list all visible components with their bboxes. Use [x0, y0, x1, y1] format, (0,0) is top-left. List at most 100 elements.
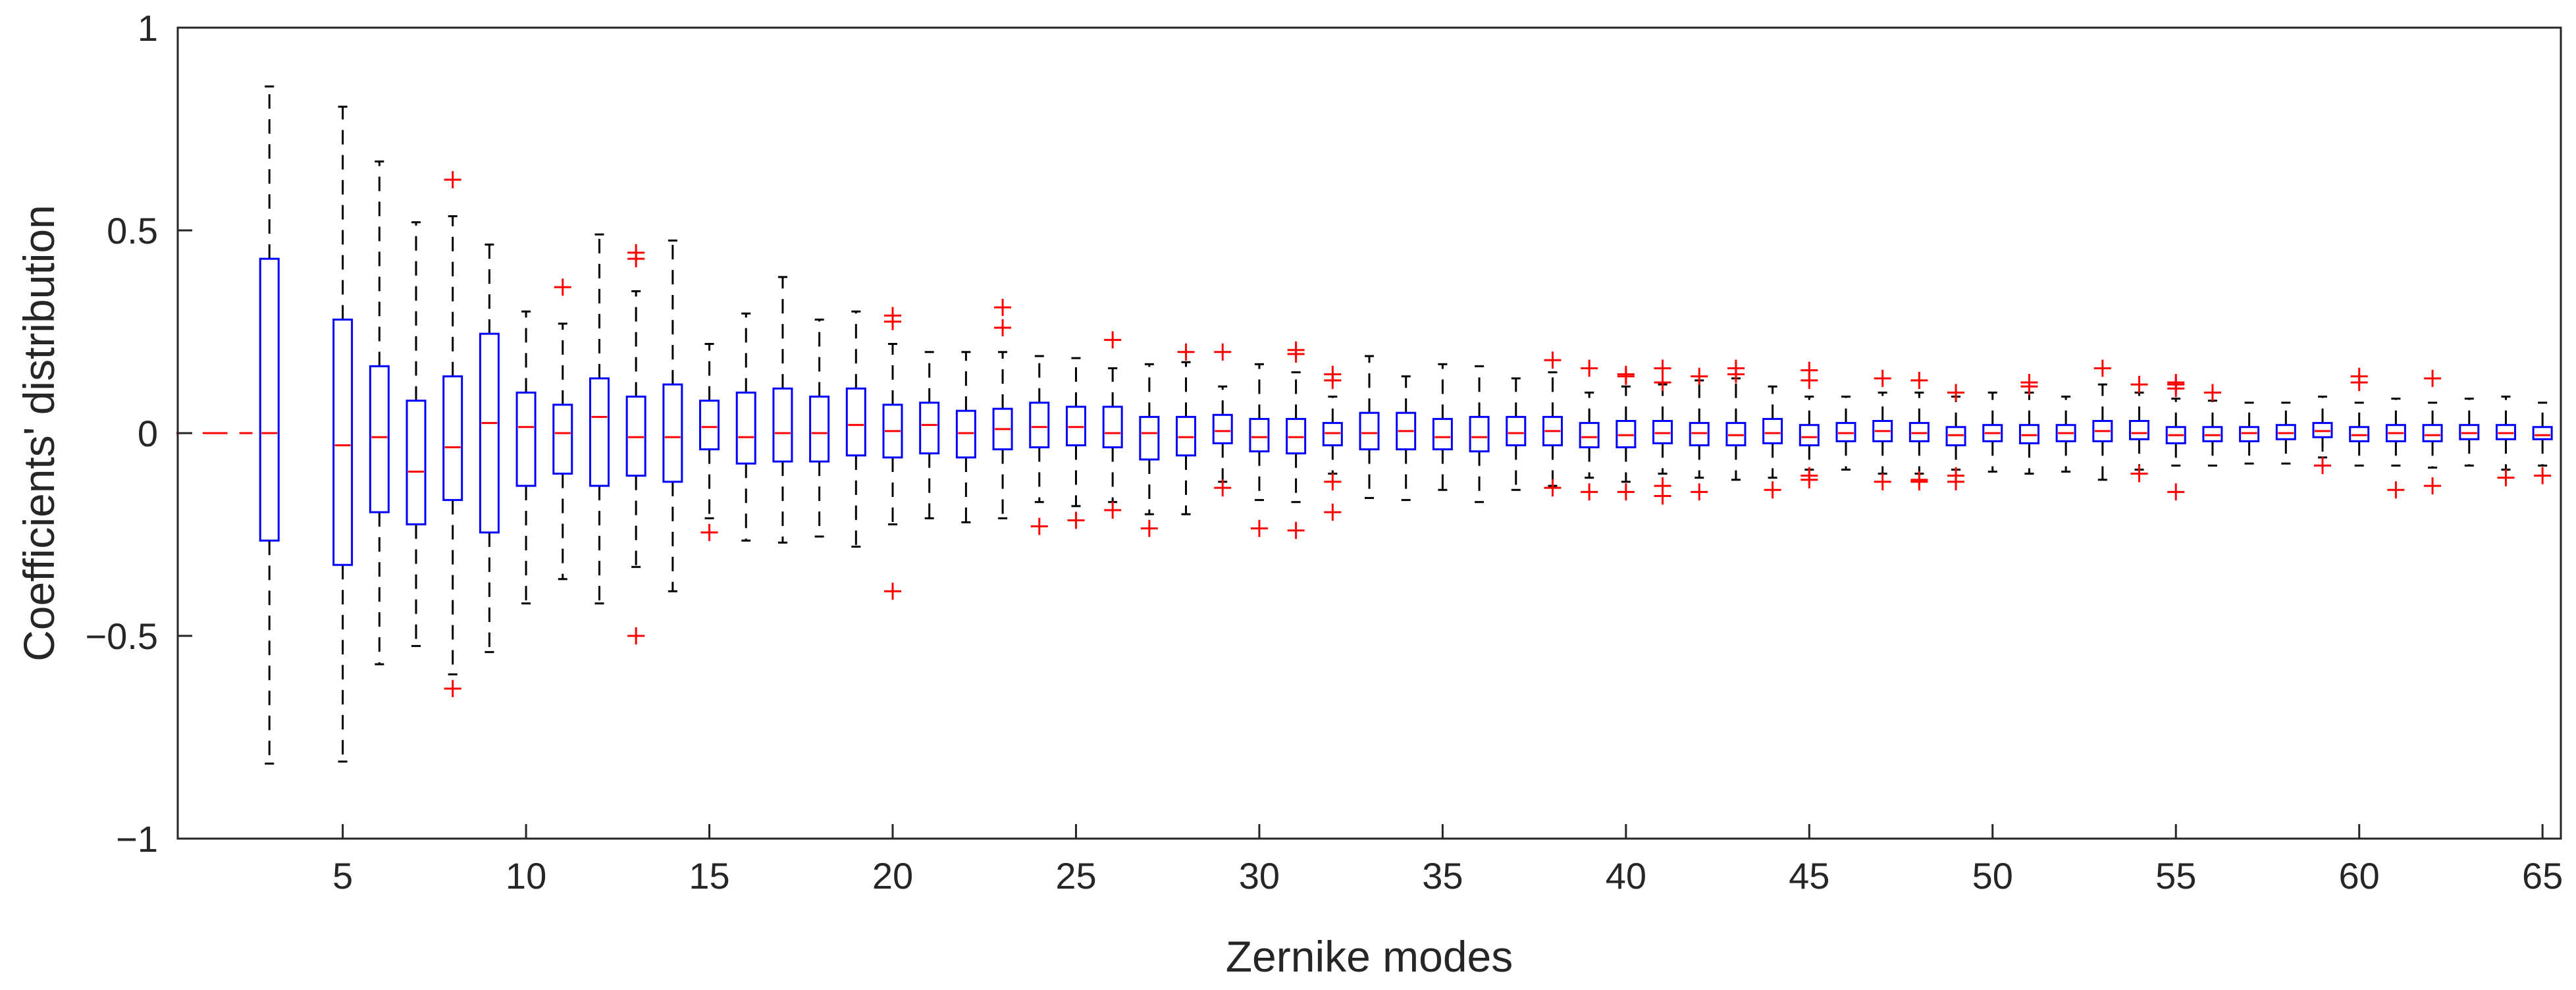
outlier-marker — [2424, 477, 2442, 495]
box-mode-44 — [1762, 385, 1783, 499]
outlier-marker — [1104, 331, 1122, 349]
box-mode-63 — [2459, 398, 2480, 467]
iqr-box — [332, 319, 354, 566]
iqr-box — [1982, 424, 2003, 442]
box-mode-65 — [2532, 402, 2553, 484]
outlier-marker — [2167, 483, 2185, 501]
iqr-box — [1469, 415, 1490, 453]
iqr-box — [1212, 413, 1233, 444]
outlier-marker — [1214, 343, 1232, 361]
box-mode-35 — [1432, 363, 1453, 491]
iqr-box — [1065, 405, 1086, 446]
outlier-marker — [1544, 479, 1562, 497]
box-mode-48 — [1908, 371, 1930, 490]
iqr-box — [2018, 424, 2039, 444]
box-mode-54 — [2129, 376, 2150, 482]
outlier-marker — [1801, 471, 1818, 488]
box-mode-55 — [2165, 374, 2186, 501]
box-mode-3 — [259, 85, 280, 765]
y-axis-title: Coefficients' distribution — [14, 205, 63, 662]
box-mode-5 — [332, 105, 354, 763]
outlier-marker — [1581, 483, 1598, 501]
box-mode-22 — [955, 351, 976, 524]
box-mode-38 — [1542, 352, 1563, 497]
x-tick-label: 65 — [2522, 855, 2563, 897]
iqr-box — [845, 387, 866, 457]
outlier-marker — [884, 313, 901, 330]
outlier-marker — [1177, 343, 1195, 361]
outlier-marker — [2167, 380, 2185, 398]
iqr-box — [369, 365, 390, 513]
iqr-box — [1506, 415, 1527, 446]
outlier-marker — [1104, 502, 1122, 519]
box-mode-25 — [1065, 357, 1086, 529]
box-mode-50 — [1982, 391, 2003, 473]
outlier-marker — [2424, 369, 2442, 387]
box-mode-46 — [1835, 396, 1856, 471]
iqr-box — [662, 383, 683, 483]
iqr-box — [1616, 420, 1637, 449]
iqr-box — [1652, 420, 1673, 444]
box-mode-29 — [1212, 343, 1233, 497]
box-mode-15 — [699, 342, 720, 541]
iqr-box — [2275, 424, 2296, 440]
box-mode-13 — [625, 244, 646, 644]
box-mode-12 — [589, 233, 610, 605]
iqr-box — [2495, 424, 2516, 440]
iqr-box — [1908, 422, 1930, 442]
iqr-box — [1286, 417, 1307, 455]
box-mode-42 — [1689, 367, 1710, 501]
iqr-box — [2239, 426, 2260, 442]
outlier-marker — [2203, 384, 2221, 402]
iqr-box — [1725, 422, 1747, 446]
outlier-marker — [1324, 504, 1342, 521]
outlier-marker — [1691, 483, 1708, 501]
iqr-box — [406, 400, 427, 526]
outlier-marker — [1947, 384, 1965, 402]
x-tick-label: 60 — [2339, 855, 2380, 897]
x-tick-label: 10 — [506, 855, 546, 897]
iqr-box — [1359, 411, 1380, 451]
iqr-box — [2092, 420, 2113, 442]
outlier-marker — [1874, 473, 1891, 490]
iqr-box — [1762, 417, 1783, 444]
box-mode-56 — [2202, 384, 2223, 467]
box-mode-49 — [1945, 384, 1966, 490]
box-mode-31 — [1286, 341, 1307, 539]
outlier-marker — [700, 523, 718, 541]
iqr-box — [2385, 424, 2406, 442]
y-axis: −1 −0.5 0 0.5 1 — [85, 7, 192, 860]
outlier-marker — [1140, 519, 1158, 537]
iqr-box — [1176, 415, 1197, 457]
iqr-box — [479, 332, 500, 534]
iqr-box — [625, 396, 646, 477]
iqr-box — [1432, 417, 1453, 451]
iqr-box — [992, 407, 1013, 451]
outlier-marker — [1764, 481, 1781, 499]
box-mode-36 — [1469, 365, 1490, 504]
outlier-marker — [2130, 465, 2148, 482]
iqr-box — [1029, 402, 1050, 449]
box-mode-14 — [662, 239, 683, 592]
outlier-marker — [1067, 511, 1085, 529]
outlier-marker — [1214, 479, 1232, 497]
outlier-marker — [1947, 473, 1965, 490]
box-mode-6 — [369, 160, 390, 665]
x-tick-label: 30 — [1239, 855, 1280, 897]
box-mode-20 — [882, 307, 903, 600]
iqr-box — [2312, 422, 2333, 438]
y-tick-label: −1 — [116, 818, 158, 860]
iqr-box — [1689, 422, 1710, 446]
box-mode-24 — [1029, 355, 1050, 535]
outlier-marker — [2020, 378, 2038, 396]
y-tick-label: 1 — [138, 7, 158, 49]
box-mode-19 — [845, 310, 866, 548]
box-mode-10 — [515, 310, 537, 605]
outlier-marker — [2534, 467, 2552, 484]
outlier-marker — [1910, 473, 1928, 490]
outlier-marker — [1617, 367, 1635, 385]
outlier-marker — [1324, 473, 1342, 490]
outlier-marker — [1287, 345, 1305, 363]
x-tick-label: 15 — [689, 855, 729, 897]
outlier-marker — [994, 319, 1012, 336]
